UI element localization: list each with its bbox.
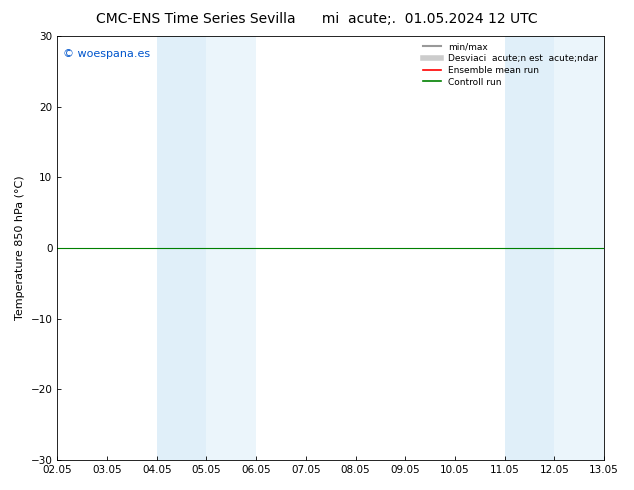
Bar bbox=[157, 36, 207, 460]
Bar bbox=[554, 36, 604, 460]
Legend: min/max, Desviaci  acute;n est  acute;ndar, Ensemble mean run, Controll run: min/max, Desviaci acute;n est acute;ndar… bbox=[419, 39, 602, 90]
Text: © woespana.es: © woespana.es bbox=[63, 49, 150, 59]
Bar bbox=[207, 36, 256, 460]
Y-axis label: Temperature 850 hPa (°C): Temperature 850 hPa (°C) bbox=[15, 176, 25, 320]
Text: CMC-ENS Time Series Sevilla      mi  acute;.  01.05.2024 12 UTC: CMC-ENS Time Series Sevilla mi acute;. 0… bbox=[96, 12, 538, 26]
Bar bbox=[505, 36, 554, 460]
